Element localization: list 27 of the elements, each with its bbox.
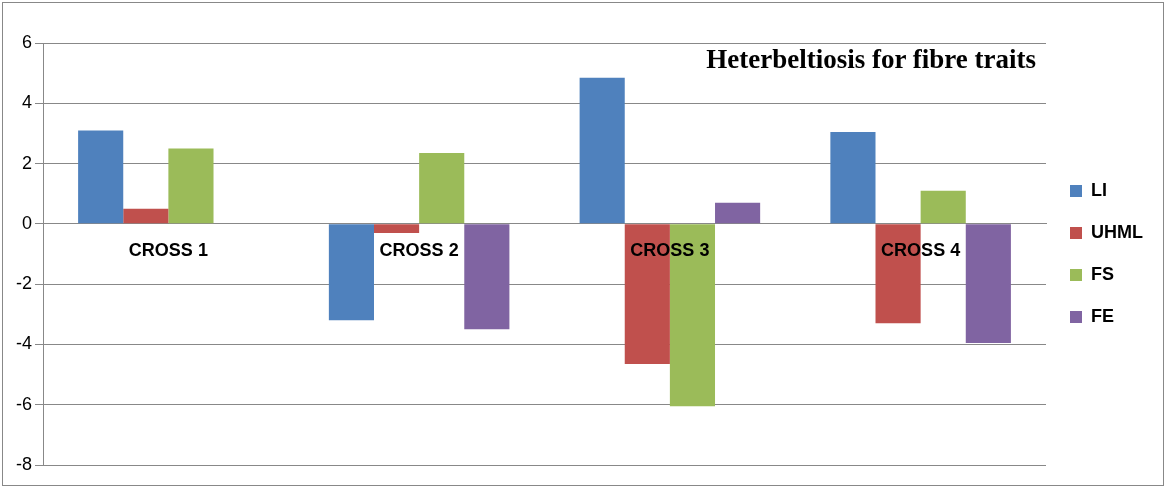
bar <box>123 208 169 224</box>
y-tick-label: 4 <box>21 92 32 113</box>
legend-label: UHML <box>1091 221 1144 242</box>
bar <box>464 224 510 330</box>
y-tick-label: 2 <box>21 152 32 173</box>
y-tick-label: -8 <box>15 453 32 474</box>
y-tick-label: 6 <box>21 31 32 52</box>
x-tick-label: CROSS 2 <box>379 239 459 260</box>
legend-label: FS <box>1091 263 1115 284</box>
bar <box>830 131 876 224</box>
bar <box>168 148 214 224</box>
bar <box>78 130 124 224</box>
chart-title: Heterbeltiosis for fibre traits <box>706 43 1037 74</box>
bar <box>965 224 1011 343</box>
legend-label: LI <box>1091 179 1108 200</box>
bar <box>920 190 966 224</box>
y-tick-label: -2 <box>15 273 32 294</box>
bar <box>579 77 625 224</box>
y-tick-label: 0 <box>21 212 32 233</box>
bar <box>328 224 374 321</box>
y-tick-label: -6 <box>15 393 32 414</box>
bar <box>715 202 761 224</box>
bar <box>374 224 420 233</box>
y-tick-label: -4 <box>15 333 32 354</box>
legend-label: FE <box>1091 305 1115 326</box>
bar <box>419 153 465 224</box>
x-tick-label: CROSS 1 <box>128 239 208 260</box>
